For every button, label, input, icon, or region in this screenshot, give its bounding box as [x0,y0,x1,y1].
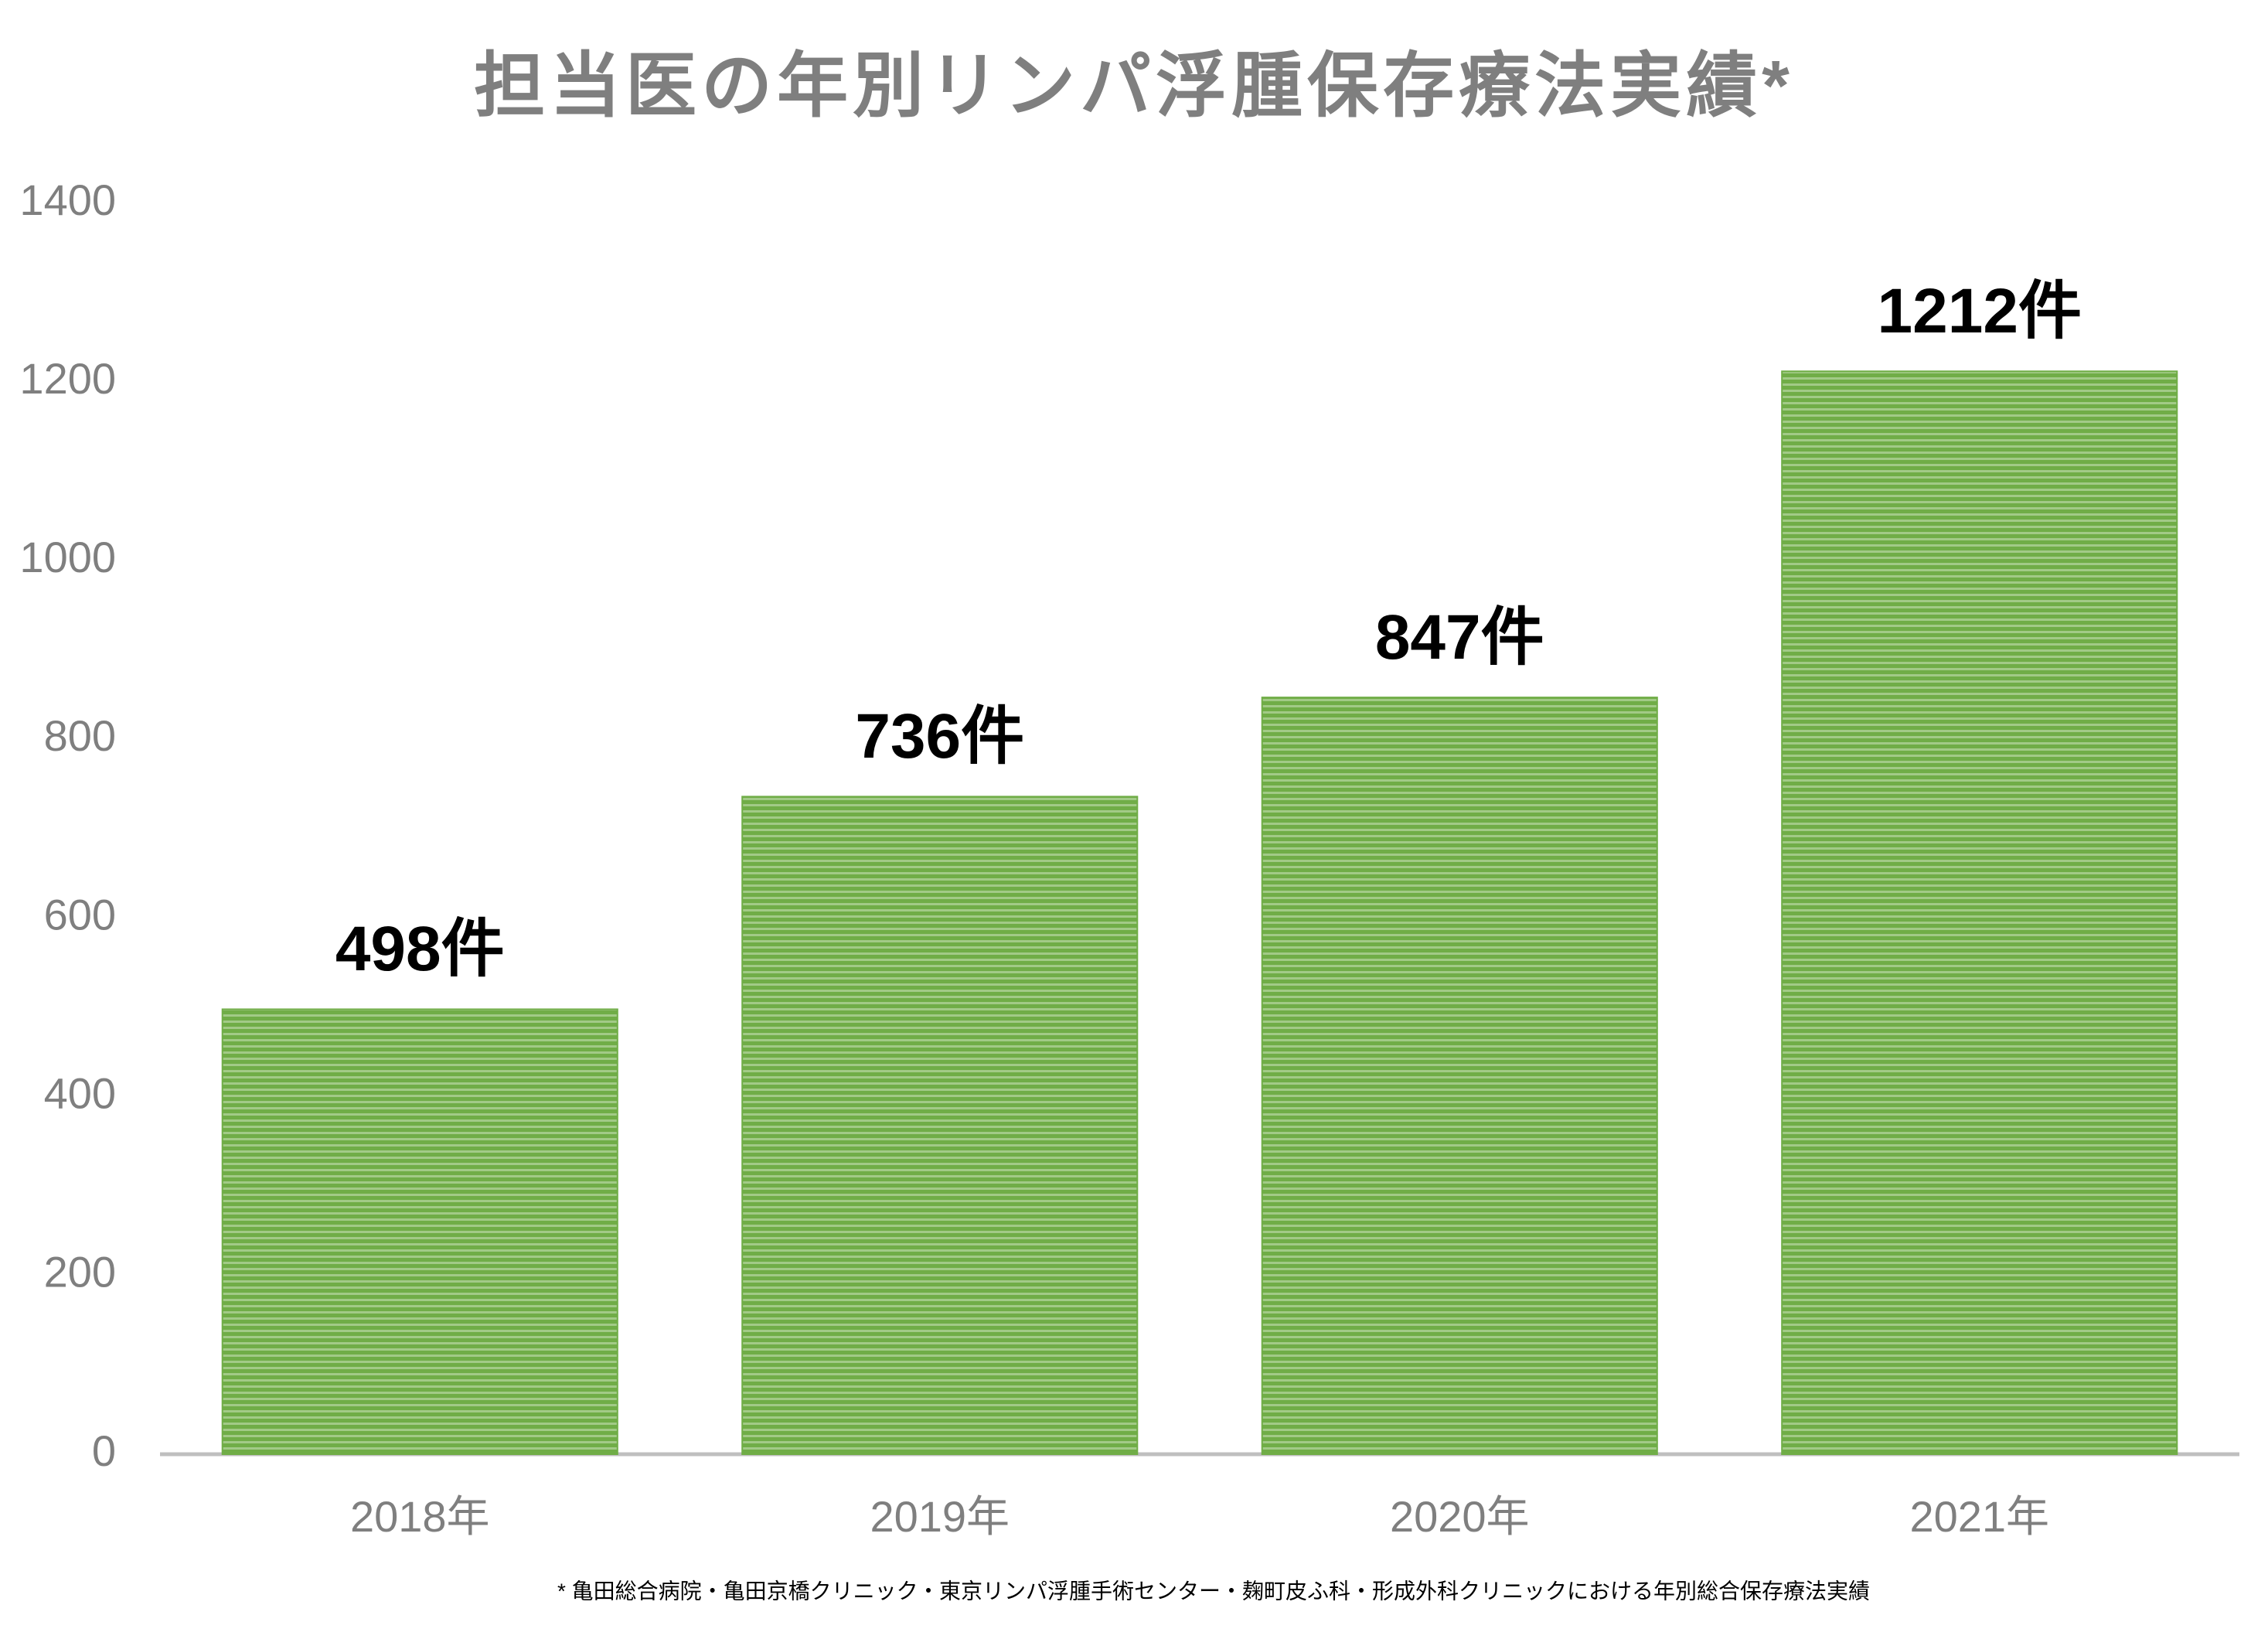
y-tick-label: 400 [44,1069,116,1118]
x-tick-label: 2019年 [870,1492,1010,1541]
y-tick-label: 800 [44,711,116,760]
y-tick-label: 0 [92,1426,116,1475]
x-tick-label: 2021年 [1909,1492,2049,1541]
y-tick-label: 600 [44,890,116,939]
bar [1781,370,2178,1455]
bar [221,1008,618,1456]
y-tick-label: 1200 [19,354,116,403]
bar [741,796,1139,1455]
chart-title: 担当医の年別リンパ浮腫保存療法実績* [474,46,1794,125]
data-label: 498件 [335,914,505,984]
bar [1261,697,1658,1455]
y-tick-label: 1000 [19,533,116,581]
data-label: 1212件 [1878,276,2082,346]
y-tick-label: 200 [44,1248,116,1297]
y-tick-label: 1400 [19,175,116,224]
footnote: * 亀田総合病院・亀田京橋クリニック・東京リンパ浮腫手術センター・麹町皮ふ科・形… [557,1579,1870,1603]
data-label: 736件 [855,701,1024,772]
x-tick-label: 2020年 [1390,1492,1530,1541]
data-label: 847件 [1375,602,1544,673]
x-tick-label: 2018年 [350,1492,490,1541]
